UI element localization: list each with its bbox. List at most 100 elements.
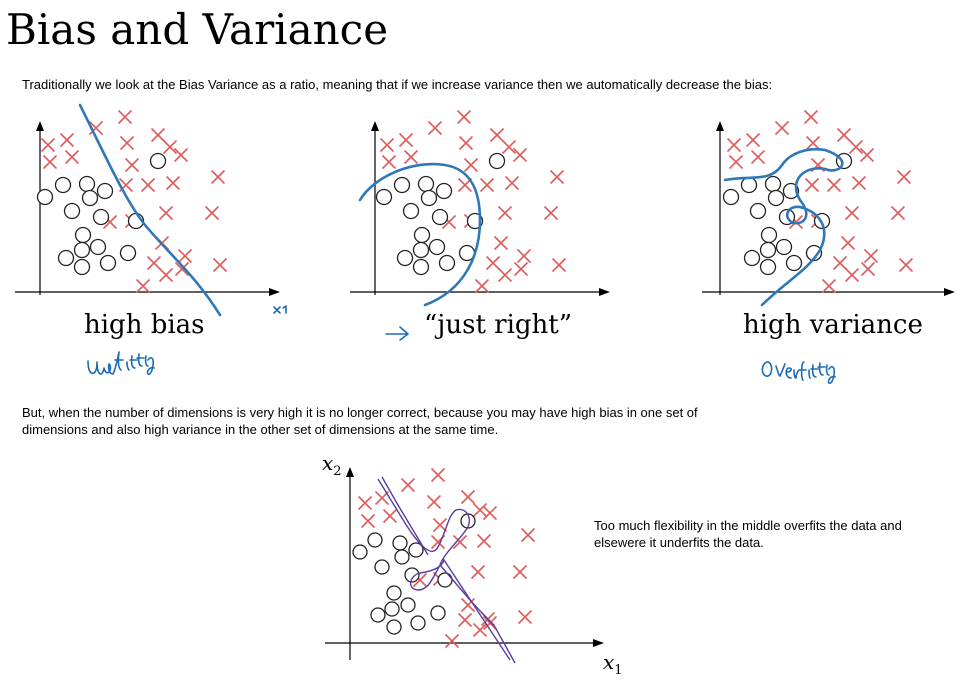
cross-marker bbox=[463, 157, 479, 173]
x1-handwritten-label bbox=[273, 305, 287, 314]
circle-marker bbox=[413, 226, 431, 244]
cross-marker bbox=[64, 149, 80, 165]
wiggly-decision-boundary bbox=[723, 147, 844, 307]
linear-decision-boundary bbox=[78, 103, 222, 317]
overfit-boundary-part bbox=[377, 478, 511, 661]
cross-marker bbox=[826, 177, 842, 193]
cross-marker bbox=[479, 177, 495, 193]
cross-marker bbox=[158, 267, 174, 283]
cross-marker bbox=[750, 149, 766, 165]
circle-marker bbox=[73, 241, 91, 259]
cross-marker bbox=[844, 267, 860, 283]
circle-marker bbox=[412, 258, 430, 276]
circle-marker bbox=[367, 532, 383, 548]
cross-marker bbox=[516, 248, 532, 264]
cross-marker bbox=[543, 205, 559, 221]
cross-marker bbox=[456, 109, 472, 125]
straight-boundary-part bbox=[381, 476, 516, 664]
handwritten-underfitting: underfitting bbox=[87, 351, 155, 376]
circle-marker bbox=[408, 542, 424, 558]
cross-marker bbox=[42, 154, 58, 170]
circle-marker bbox=[759, 258, 777, 276]
circle-marker bbox=[54, 176, 72, 194]
circle-marker bbox=[352, 544, 368, 560]
circle-marker bbox=[81, 189, 99, 207]
y-axis-label: x2 bbox=[322, 451, 342, 479]
cross-marker bbox=[472, 502, 488, 518]
circle-marker bbox=[57, 249, 75, 267]
cross-marker bbox=[212, 257, 228, 273]
x-axis bbox=[325, 639, 604, 647]
cross-marker bbox=[59, 132, 75, 148]
cross-marker bbox=[470, 564, 486, 580]
cross-marker bbox=[726, 137, 742, 153]
circle-marker bbox=[428, 238, 446, 256]
cross-marker bbox=[517, 609, 533, 625]
cross-marker bbox=[150, 127, 166, 143]
circle-marker bbox=[410, 615, 426, 631]
cross-marker bbox=[452, 534, 468, 550]
cross-marker bbox=[379, 137, 395, 153]
cross-marker bbox=[381, 154, 397, 170]
cross-marker bbox=[457, 612, 473, 628]
circle-marker bbox=[384, 601, 400, 617]
circle-marker bbox=[420, 189, 438, 207]
cross-marker bbox=[119, 135, 135, 151]
cross-marker bbox=[88, 120, 104, 136]
cross-marker bbox=[489, 127, 505, 143]
cross-marker bbox=[360, 513, 376, 529]
circle-marker bbox=[400, 597, 416, 613]
cross-marker bbox=[40, 137, 56, 153]
cross-marker bbox=[427, 120, 443, 136]
cross-marker bbox=[174, 261, 190, 277]
x-axis bbox=[702, 288, 955, 296]
second-paragraph: But, when the number of dimensions is ve… bbox=[22, 405, 698, 437]
circle-marker bbox=[743, 249, 761, 267]
x-axis-label: x1 bbox=[603, 650, 623, 678]
cross-marker bbox=[482, 615, 498, 631]
x-axis bbox=[15, 288, 280, 296]
cross-marker bbox=[512, 564, 528, 580]
circle-marker bbox=[89, 238, 107, 256]
circle-marker bbox=[805, 244, 823, 262]
y-axis bbox=[346, 467, 354, 660]
circle-marker bbox=[393, 176, 411, 194]
plot-just-right bbox=[350, 109, 610, 307]
cross-marker bbox=[210, 169, 226, 185]
circle-marker bbox=[775, 238, 793, 256]
cross-marker bbox=[501, 139, 517, 155]
y-axis bbox=[716, 121, 724, 295]
circle-marker bbox=[119, 244, 137, 262]
cross-marker bbox=[485, 255, 501, 271]
caption-high-variance: high variance bbox=[743, 310, 923, 340]
caption-just-right: “just right” bbox=[424, 310, 573, 340]
cross-marker bbox=[859, 147, 875, 163]
cross-marker bbox=[520, 527, 536, 543]
plot-high-bias-and-variance bbox=[325, 467, 604, 664]
circle-marker bbox=[417, 175, 435, 193]
cross-marker bbox=[400, 477, 416, 493]
cross-marker bbox=[135, 278, 151, 294]
y-axis bbox=[36, 121, 44, 295]
circle-marker bbox=[370, 607, 386, 623]
x-axis bbox=[350, 288, 610, 296]
cross-marker bbox=[745, 132, 761, 148]
cross-marker bbox=[840, 235, 856, 251]
cross-marker bbox=[513, 261, 529, 277]
circle-marker bbox=[73, 258, 91, 276]
handwritten-overfitting: overfitting bbox=[761, 361, 836, 385]
circle-marker bbox=[749, 202, 767, 220]
cross-marker bbox=[357, 495, 373, 511]
cross-marker bbox=[497, 267, 513, 283]
circle-marker bbox=[78, 175, 96, 193]
side-note: Too much flexibility in the middle overf… bbox=[594, 518, 902, 550]
circle-markers bbox=[375, 152, 506, 276]
cross-marker bbox=[551, 257, 567, 273]
cross-marker bbox=[204, 205, 220, 221]
cross-marker bbox=[774, 120, 790, 136]
cross-marker bbox=[896, 169, 912, 185]
circle-marker bbox=[374, 559, 390, 575]
circle-marker bbox=[92, 208, 110, 226]
cross-marker bbox=[140, 177, 156, 193]
